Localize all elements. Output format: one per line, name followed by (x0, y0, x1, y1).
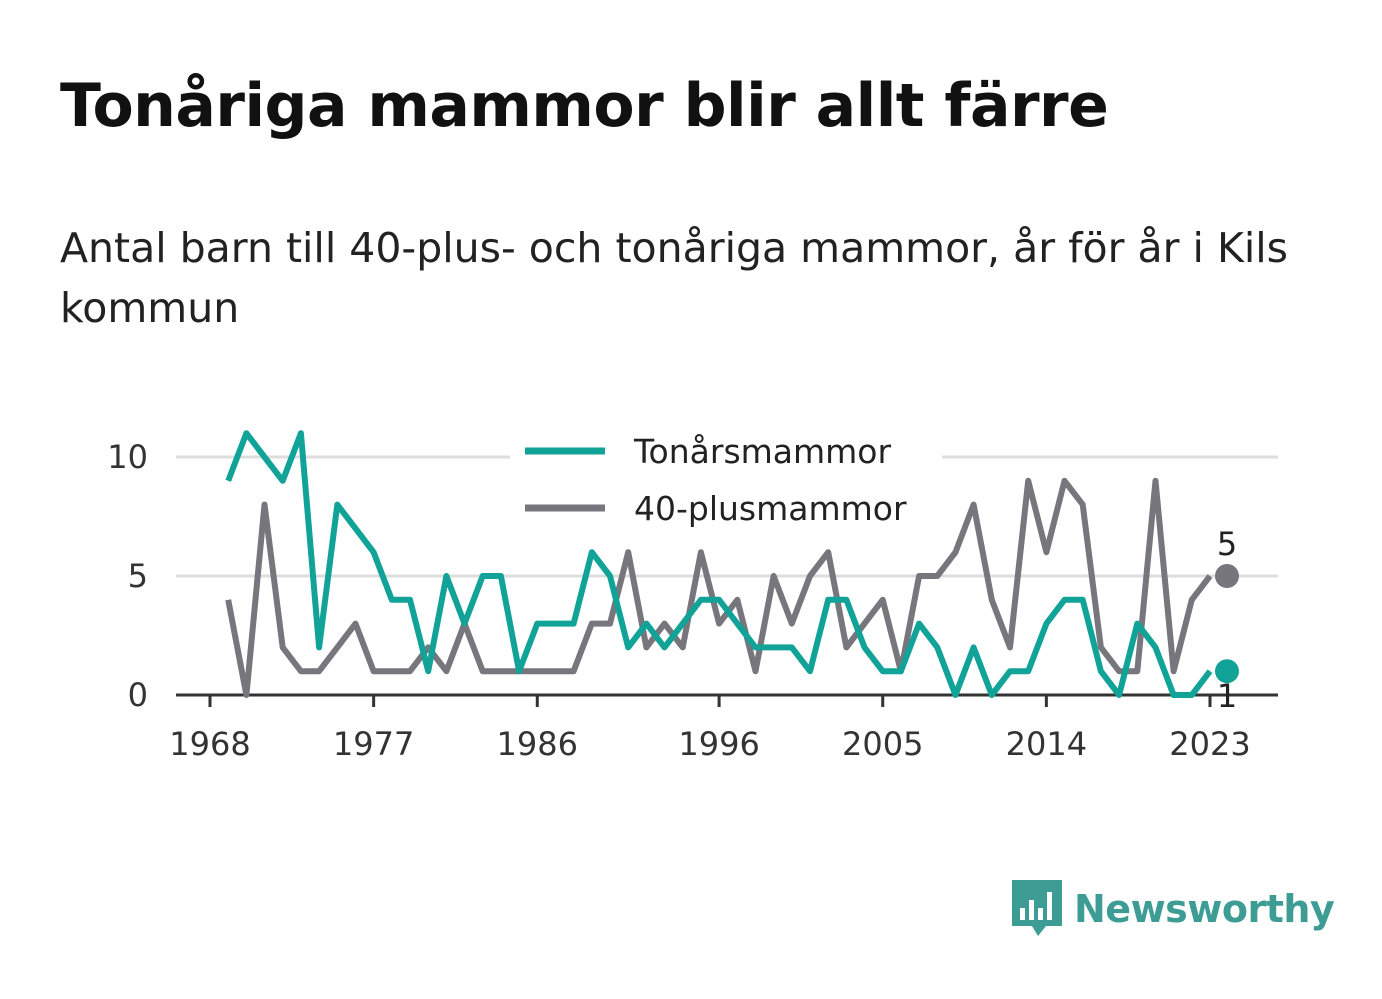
legend-label: 40-plusmammor (634, 489, 907, 528)
page-title: Tonåriga mammor blir allt färre (60, 71, 1109, 141)
end-value-label: 5 (1217, 525, 1237, 563)
chart-series (225, 430, 1213, 698)
x-tick-label: 1996 (678, 725, 759, 763)
page-subtitle: Antal barn till 40-plus- och tonåriga ma… (60, 224, 1288, 332)
newsworthy-logo-icon (1012, 880, 1062, 936)
legend-background (510, 425, 942, 537)
end-value-label: 1 (1217, 677, 1237, 715)
y-tick-label: 5 (128, 557, 148, 595)
y-tick-label: 0 (128, 676, 148, 714)
x-tick-label: 2014 (1006, 725, 1087, 763)
x-tick-label: 1977 (333, 725, 414, 763)
series-line-40-plusmammor (225, 477, 1213, 698)
legend-label: Tonårsmammor (633, 432, 891, 471)
y-axis-ticks: 0 5 10 (107, 438, 148, 714)
brand-name: Newsworthy (1074, 887, 1335, 931)
y-tick-label: 10 (107, 438, 148, 476)
brand-logo: Newsworthy (1010, 878, 1335, 940)
series-line-tonarsmammor (225, 430, 1213, 698)
x-tick-label: 1986 (497, 725, 578, 763)
end-marker (1215, 564, 1239, 588)
x-tick-label: 1968 (169, 725, 250, 763)
x-axis: 1968 1977 1986 1996 2005 2014 2023 (169, 693, 1278, 763)
chart-legend: Tonårsmammor 40-plusmammor (510, 425, 942, 537)
end-markers: 15 (1215, 525, 1239, 715)
x-tick-label: 2005 (842, 725, 923, 763)
end-marker (1215, 659, 1239, 684)
x-tick-label: 2023 (1169, 725, 1250, 763)
